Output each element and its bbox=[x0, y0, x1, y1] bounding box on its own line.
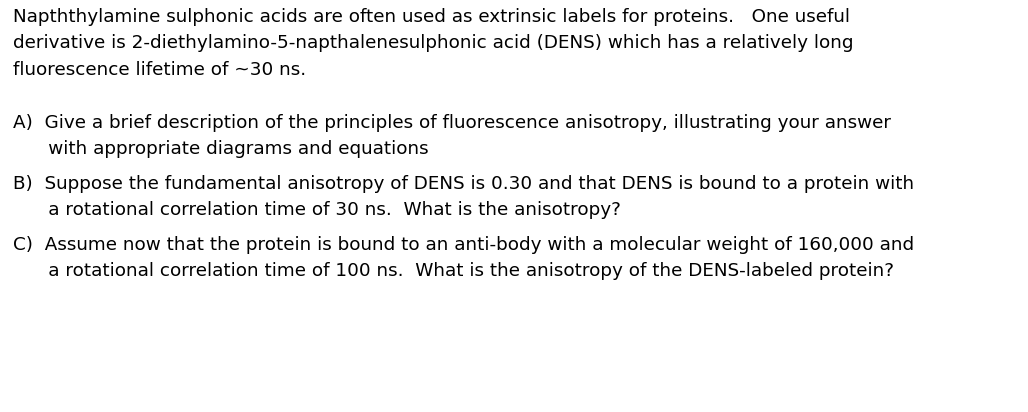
Text: Napththylamine sulphonic acids are often used as extrinsic labels for proteins. : Napththylamine sulphonic acids are often… bbox=[13, 8, 850, 26]
Text: A)  Give a brief description of the principles of fluorescence anisotropy, illus: A) Give a brief description of the princ… bbox=[13, 114, 891, 132]
Text: fluorescence lifetime of ~30 ns.: fluorescence lifetime of ~30 ns. bbox=[13, 61, 306, 79]
Text: B)  Suppose the fundamental anisotropy of DENS is 0.30 and that DENS is bound to: B) Suppose the fundamental anisotropy of… bbox=[13, 175, 914, 193]
Text: with appropriate diagrams and equations: with appropriate diagrams and equations bbox=[13, 140, 429, 159]
Text: derivative is 2-diethylamino-5-napthalenesulphonic acid (DENS) which has a relat: derivative is 2-diethylamino-5-napthalen… bbox=[13, 35, 853, 52]
Text: a rotational correlation time of 100 ns.  What is the anisotropy of the DENS-lab: a rotational correlation time of 100 ns.… bbox=[13, 262, 894, 281]
Text: C)  Assume now that the protein is bound to an anti-body with a molecular weight: C) Assume now that the protein is bound … bbox=[13, 236, 914, 254]
Text: a rotational correlation time of 30 ns.  What is the anisotropy?: a rotational correlation time of 30 ns. … bbox=[13, 201, 621, 220]
